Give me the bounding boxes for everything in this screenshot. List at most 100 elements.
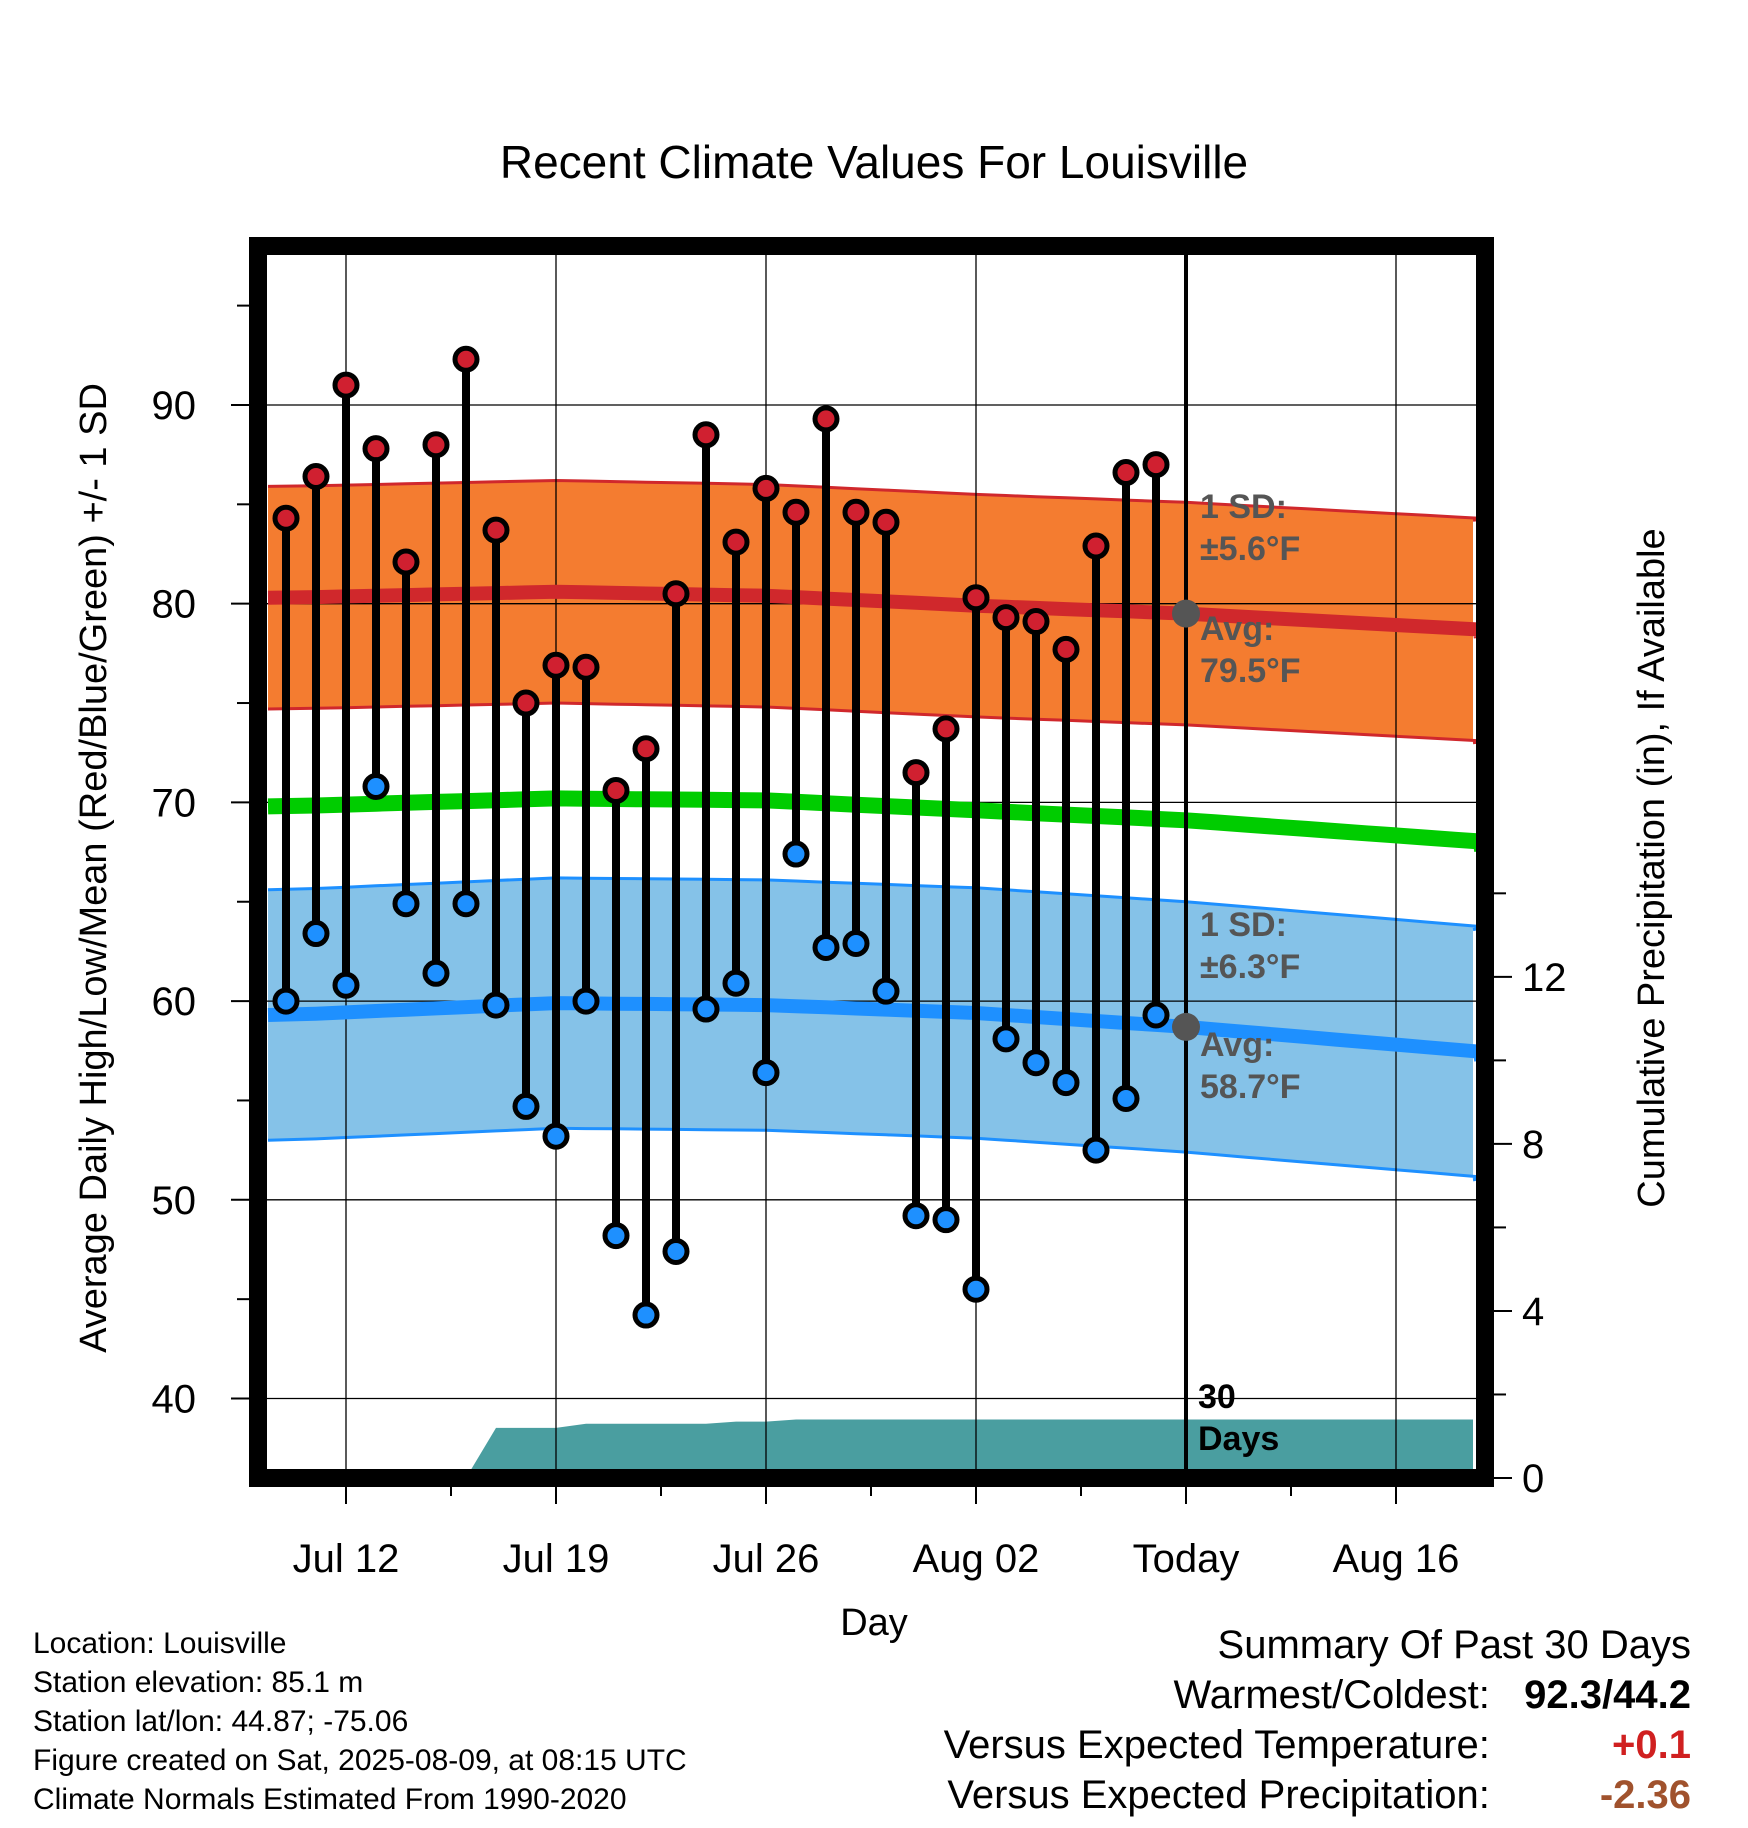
- daily-high-point: [602, 776, 630, 804]
- daily-low-point: [902, 1202, 930, 1230]
- daily-low-point: [962, 1275, 990, 1303]
- daily-low-point: [542, 1122, 570, 1150]
- daily-high-point: [512, 689, 540, 717]
- high-sd-value: ±5.6°F: [1200, 530, 1300, 568]
- x-axis-label: Day: [840, 1602, 908, 1644]
- daily-high-point: [842, 498, 870, 526]
- daily-low-point: [812, 933, 840, 961]
- daily-high-point: [812, 405, 840, 433]
- today-low-normal-marker: [1172, 1012, 1200, 1041]
- daily-high-point: [572, 653, 600, 681]
- daily-low-point: [512, 1092, 540, 1120]
- daily-high-point: [332, 371, 360, 399]
- y-tick-label: 40: [152, 1378, 197, 1422]
- precip-departure-value: -2.36: [1599, 1773, 1691, 1817]
- low-avg-value: 58.7°F: [1200, 1068, 1301, 1106]
- daily-low-point: [1142, 1001, 1170, 1029]
- daily-high-point: [632, 735, 660, 763]
- daily-low-point: [572, 987, 600, 1015]
- x-tick-label: Jul 26: [713, 1537, 820, 1581]
- daily-low-point: [692, 995, 720, 1023]
- created-line: Figure created on Sat, 2025-08-09, at 08…: [33, 1744, 687, 1777]
- precip-departure-label: Versus Expected Precipitation:: [947, 1773, 1490, 1817]
- y2-tick-label: 12: [1522, 956, 1567, 1000]
- daily-low-point: [992, 1025, 1020, 1053]
- daily-high-point: [662, 580, 690, 608]
- daily-high-point: [542, 651, 570, 679]
- daily-low-point: [362, 772, 390, 800]
- precipitation-area: [286, 1419, 1473, 1478]
- daily-low-point: [452, 890, 480, 918]
- y-axis-label: Average Daily High/Low/Mean (Red/Blue/Gr…: [73, 383, 115, 1353]
- y-tick-label: 50: [152, 1179, 197, 1223]
- daily-high-point: [1112, 459, 1140, 487]
- plot-frame: [249, 237, 1494, 1487]
- daily-values: [272, 345, 1170, 1329]
- daily-low-point: [932, 1206, 960, 1234]
- cumulative-precip-area: [286, 1419, 1473, 1478]
- daily-low-point: [722, 969, 750, 997]
- daily-high-point: [362, 435, 390, 463]
- daily-high-point: [302, 463, 330, 491]
- x-tick-label: Aug 16: [1333, 1537, 1460, 1581]
- y-tick-label: 60: [152, 980, 197, 1024]
- summary-panel: Summary Of Past 30 Days Warmest/Coldest:…: [944, 1620, 1691, 1820]
- high-avg-value: 79.5°F: [1200, 652, 1301, 690]
- daily-high-point: [392, 548, 420, 576]
- daily-high-point: [992, 604, 1020, 632]
- y2-axis-label: Cumulative Precipitation (in), If Availa…: [1631, 528, 1673, 1207]
- daily-low-point: [662, 1237, 690, 1265]
- daily-low-point: [332, 971, 360, 999]
- daily-low-point: [392, 890, 420, 918]
- y-tick-label: 70: [152, 781, 197, 825]
- grid: [258, 246, 1485, 1478]
- days-label-word: Days: [1198, 1420, 1279, 1458]
- daily-high-point: [482, 516, 510, 544]
- daily-high-point: [1022, 608, 1050, 636]
- high-sd-label: 1 SD:: [1200, 488, 1287, 526]
- daily-high-point: [1082, 532, 1110, 560]
- today-high-normal-marker: [1172, 599, 1200, 628]
- daily-low-point: [872, 977, 900, 1005]
- temp-departure-row: Versus Expected Temperature: +0.1: [944, 1720, 1691, 1770]
- daily-high-point: [962, 584, 990, 612]
- daily-low-point: [272, 987, 300, 1015]
- elevation-line: Station elevation: 85.1 m: [33, 1666, 364, 1699]
- y2-tick-label: 0: [1522, 1457, 1544, 1501]
- y2-tick-label: 8: [1522, 1123, 1544, 1167]
- high-normal-line: [267, 584, 1487, 639]
- temp-departure-label: Versus Expected Temperature:: [943, 1723, 1490, 1767]
- daily-high-point: [422, 431, 450, 459]
- high-sd-upper-edge: [267, 478, 1487, 522]
- daily-low-point: [1112, 1084, 1140, 1112]
- daily-high-point: [782, 498, 810, 526]
- low-sd-upper-edge: [267, 876, 1487, 932]
- axes: 40 50 60 70 80 90 0 4 8 12 Jul 12 Jul 19 Jul 26 Aug 0…: [152, 237, 1567, 1581]
- location-line: Location: Louisville: [33, 1627, 287, 1660]
- summary-title: Summary Of Past 30 Days: [1217, 1623, 1691, 1667]
- daily-low-point: [302, 920, 330, 948]
- mean-normal-line: [267, 790, 1488, 852]
- warmest-coldest-row: Warmest/Coldest: 92.3/44.2: [944, 1670, 1692, 1720]
- x-tick-label: Jul 19: [503, 1537, 610, 1581]
- high-avg-label: Avg:: [1200, 610, 1274, 648]
- days-label-number: 30: [1198, 1378, 1236, 1416]
- latlon-line: Station lat/lon: 44.87; -75.06: [33, 1705, 409, 1738]
- normal-bands: [267, 478, 1487, 1182]
- daily-high-point: [902, 759, 930, 787]
- x-tick-label: Today: [1133, 1537, 1240, 1581]
- x-tick-label: Jul 12: [293, 1537, 400, 1581]
- daily-high-point: [722, 528, 750, 556]
- y-tick-label: 90: [152, 384, 197, 428]
- warmest-coldest-label: Warmest/Coldest:: [1173, 1673, 1490, 1717]
- chart-title: Recent Climate Values For Louisville: [500, 136, 1248, 188]
- daily-high-point: [272, 504, 300, 532]
- station-metadata: Location: Louisville Station elevation: …: [33, 1624, 687, 1819]
- annotations: 1 SD: ±5.6°F Avg: 79.5°F 1 SD: ±6.3°F Avg: 58.7…: [1172, 246, 1301, 1478]
- daily-low-point: [482, 991, 510, 1019]
- daily-high-point: [1052, 635, 1080, 663]
- low-sd-label: 1 SD:: [1200, 906, 1287, 944]
- high-sd-lower-edge: [267, 701, 1487, 745]
- y2-tick-label: 4: [1522, 1290, 1544, 1334]
